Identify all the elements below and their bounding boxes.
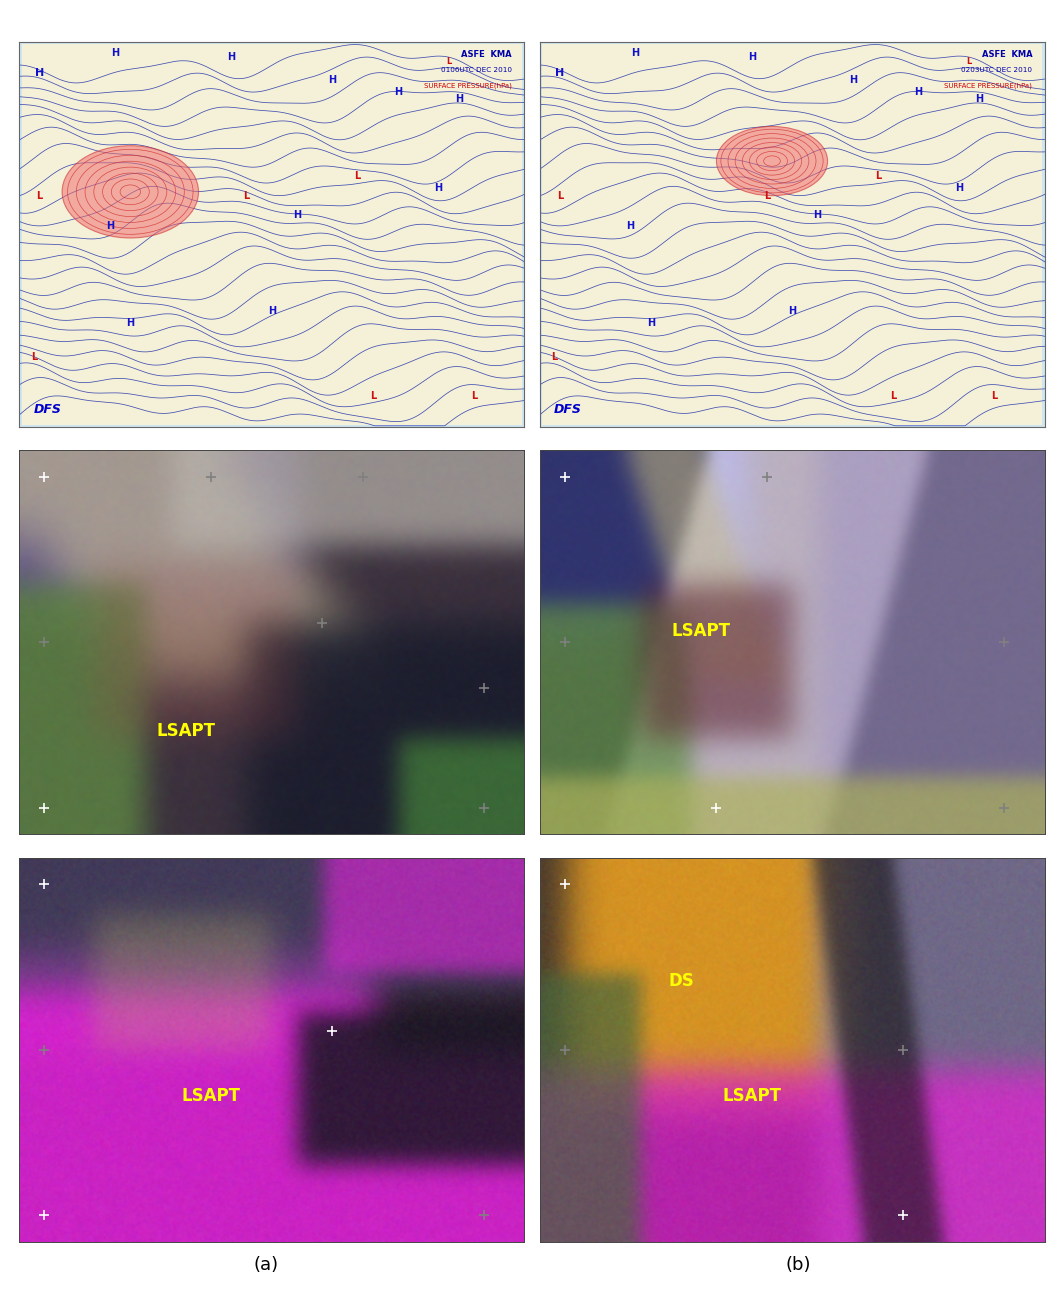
Text: H: H [329,76,336,85]
Text: H: H [228,52,235,63]
Text: L: L [875,171,881,181]
Text: SURFACE PRESSURE(hPa): SURFACE PRESSURE(hPa) [423,82,512,89]
Ellipse shape [716,127,828,196]
Text: L: L [31,352,37,363]
Text: L: L [446,56,451,65]
Text: ASFE  KMA: ASFE KMA [461,50,512,59]
Text: DFS: DFS [33,403,61,416]
Text: H: H [813,210,821,221]
Ellipse shape [62,146,199,238]
Text: H: H [914,87,922,97]
Text: H: H [555,68,564,77]
Text: DS: DS [668,972,694,989]
Text: H: H [954,183,963,193]
Text: L: L [891,390,896,401]
Text: H: H [849,76,857,85]
Text: H: H [35,68,44,77]
Text: L: L [556,191,563,201]
Text: LSAPT: LSAPT [182,1087,240,1105]
Text: ASFE  KMA: ASFE KMA [982,50,1032,59]
Text: L: L [244,191,250,201]
Text: L: L [36,191,43,201]
Text: H: H [975,94,983,104]
Text: L: L [369,390,376,401]
Text: H: H [454,94,463,104]
Text: L: L [551,352,558,363]
Text: (a): (a) [253,1255,279,1274]
Text: (b): (b) [785,1255,811,1274]
Text: H: H [127,317,134,328]
Text: H: H [434,183,443,193]
Text: 0106UTC DEC 2010: 0106UTC DEC 2010 [440,67,512,73]
Text: H: H [647,317,654,328]
Text: L: L [470,390,477,401]
Text: H: H [748,52,755,63]
Text: LSAPT: LSAPT [671,621,731,639]
Text: H: H [111,48,119,59]
Text: H: H [632,48,639,59]
Text: H: H [268,307,276,316]
Text: 0203UTC DEC 2010: 0203UTC DEC 2010 [961,67,1032,73]
Text: H: H [788,307,796,316]
Text: L: L [354,171,361,181]
Text: LSAPT: LSAPT [156,722,215,740]
Text: L: L [764,191,770,201]
Text: DFS: DFS [553,403,582,416]
Text: L: L [992,390,997,401]
Text: L: L [966,56,971,65]
Text: H: H [106,222,114,231]
Text: H: H [627,222,634,231]
Text: SURFACE PRESSURE(hPa): SURFACE PRESSURE(hPa) [945,82,1032,89]
Text: H: H [293,210,301,221]
Text: H: H [394,87,402,97]
Text: LSAPT: LSAPT [722,1087,781,1105]
